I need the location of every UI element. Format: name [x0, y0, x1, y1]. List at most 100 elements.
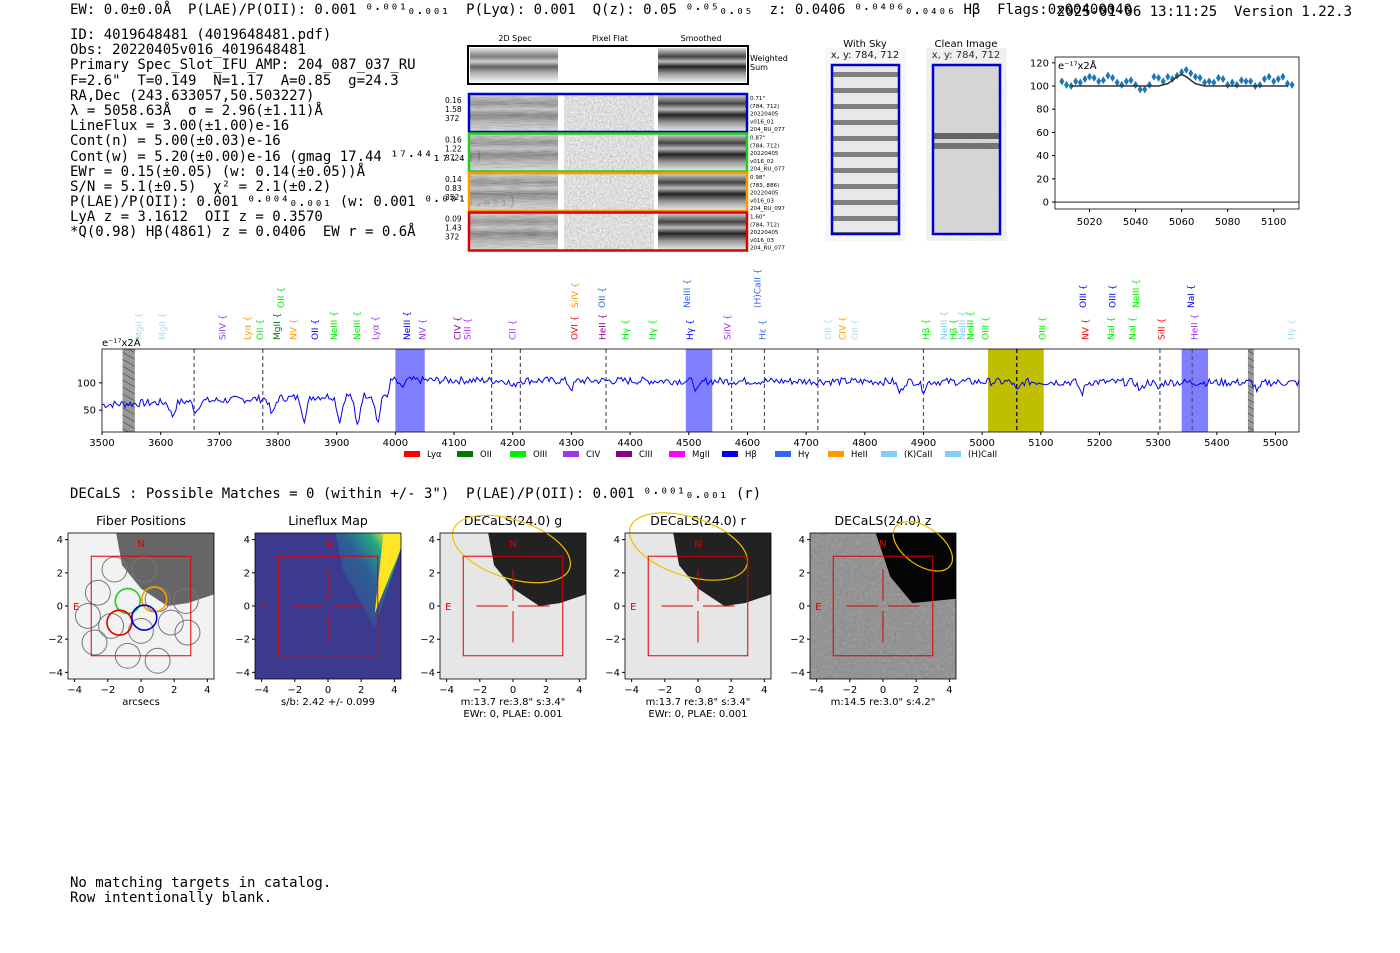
y-tick-label: 0: [429, 602, 435, 613]
data-point: [1160, 77, 1166, 86]
data-point: [1156, 73, 1162, 82]
line-label: CIV {: [838, 316, 848, 340]
row-right-label: 0.98": [750, 175, 765, 181]
row-right-label: v016_03: [750, 198, 774, 204]
y-tick-label: 50: [83, 406, 96, 417]
galaxy-ellipse: [892, 520, 954, 572]
svg-text:OIII {: OIII {: [1108, 284, 1118, 308]
legend-item: OII: [457, 450, 492, 460]
spec2d-cutouts: 2D Spec Pixel Flat Smoothed Weighted Sum…: [445, 34, 788, 252]
svg-text:OIII {: OIII {: [1039, 316, 1049, 340]
legend-item: HeII: [828, 450, 868, 460]
row-right-label: 20220405: [750, 230, 779, 236]
data-point: [1146, 80, 1152, 89]
svg-text:NaI {: NaI {: [1187, 285, 1197, 309]
info-line: ID: 4019648481 (4019648481.pdf): [70, 27, 332, 43]
east-label: E: [260, 602, 266, 613]
galaxy-ellipse: [628, 512, 749, 581]
smoothed-cell: [658, 173, 746, 211]
x-tick-label: −2: [657, 685, 672, 696]
svg-text:SiIV {: SiIV {: [571, 282, 581, 308]
data-point: [1243, 77, 1249, 86]
y-tick-label: 60: [1036, 128, 1049, 139]
image-panel: DECaLS(24.0) g N E −4 −4 −2 −2 0 0 2 2 4 4 m:13.7 re:…: [420, 513, 587, 720]
panel-xlabel: arcsecs: [122, 697, 160, 708]
data-point: [1174, 71, 1180, 80]
x-tick-label: 0: [325, 685, 331, 696]
y-tick-label: 100: [1030, 82, 1049, 93]
svg-text:Hγ {: Hγ {: [1287, 319, 1297, 340]
data-point: [1248, 77, 1254, 86]
info-line: Obs: 20220405v016_4019648481: [70, 42, 307, 59]
data-point: [1142, 85, 1148, 94]
svg-text:OVI {: OVI {: [570, 316, 580, 340]
svg-text:OIII {: OIII {: [982, 316, 992, 340]
x-tick-label: 4500: [676, 438, 701, 449]
data-point: [1257, 80, 1263, 89]
svg-text:Hγ: Hγ: [798, 450, 809, 460]
fiber-circle: [84, 579, 111, 606]
legend-item: Hβ: [722, 450, 757, 460]
svg-text:OIII: OIII: [533, 450, 547, 460]
data-point: [1151, 72, 1157, 81]
east-label: E: [73, 602, 79, 613]
svg-text:OII {: OII {: [277, 287, 287, 308]
line-label: OIII {: [1079, 284, 1089, 308]
line-label: OIII {: [1039, 316, 1049, 340]
masked-band: [122, 349, 135, 432]
svg-text:NV {: NV {: [289, 319, 299, 340]
image-panel: DECaLS(24.0) z N E −4 −4 −2 −2 0 0 2 2 4 4 m:14.5 re:…: [790, 513, 957, 708]
zoom-line-fit-chart: 0 20 40 60 80 100 120 5020 5040 5060 5080 5100 e⁻¹⁷x…: [1030, 56, 1300, 228]
data-point: [1266, 72, 1272, 81]
data-point: [1096, 77, 1102, 86]
svg-text:OII {: OII {: [851, 319, 861, 340]
info-line: *Q(0.98) Hβ(4861) z = 0.0406 EW r = 0.6Å: [70, 224, 416, 241]
row-left-label: 0.16: [445, 96, 462, 105]
row-left-label: 1.43: [445, 224, 462, 233]
col-title-smoothed: Smoothed: [681, 34, 722, 43]
y-tick-label: −4: [48, 668, 63, 679]
header-timestamp-version: 2025-01-06 13:11:25 Version 1.22.3: [1057, 4, 1353, 20]
row-left-label: 0.14: [445, 175, 462, 184]
line-label: Hβ {: [922, 319, 932, 340]
panel-title: DECaLS(24.0) g: [464, 513, 562, 528]
y-tick-label: −4: [420, 668, 435, 679]
y-tick-label: −2: [605, 635, 620, 646]
y-tick-label: −2: [420, 635, 435, 646]
aperture-box: [462, 555, 564, 657]
decals-title: DECaLS : Possible Matches = 0 (within +/…: [70, 486, 762, 502]
svg-text:Lyα: Lyα: [427, 450, 442, 460]
row-right-label: 20220405: [750, 112, 779, 118]
data-point: [1234, 80, 1240, 89]
fit-curve: [1071, 73, 1288, 87]
line-label: OII {: [311, 319, 321, 340]
fiber-circle-highlight: [106, 609, 133, 636]
y-tick-label: 0: [799, 602, 805, 613]
svg-text:NaI {: NaI {: [1128, 317, 1138, 341]
svg-text:Hε {: Hε {: [759, 320, 769, 340]
x-tick-label: 5020: [1077, 217, 1102, 228]
line-label: Hβ {: [949, 319, 959, 340]
x-tick-label: 3900: [324, 438, 349, 449]
x-tick-label: 4800: [852, 438, 877, 449]
y-tick-label: 4: [429, 535, 435, 546]
info-line: Cont(w) = 5.20(±0.00)e-16 (gmag 17.44 ¹⁷…: [70, 148, 484, 165]
y-tick-label: 80: [1036, 105, 1049, 116]
x-tick-label: 4400: [617, 438, 642, 449]
highlight-band: [685, 349, 713, 432]
svg-text:SiIV {: SiIV {: [218, 314, 228, 340]
line-label: SiII {: [1158, 318, 1168, 340]
col-title-pixelflat: Pixel Flat: [592, 34, 628, 43]
x-tick-label: 4600: [735, 438, 760, 449]
row-right-label: 1.60": [750, 215, 765, 221]
masked-band: [1247, 349, 1254, 432]
info-line: λ = 5058.63Å σ = 2.96(±1.11)Å: [70, 102, 323, 119]
zoom-axes-frame: [1054, 56, 1300, 210]
x-tick-label: −4: [439, 685, 454, 696]
svg-text:HeII: HeII: [851, 450, 868, 460]
line-label: SiIV {: [571, 282, 581, 308]
panel-xlabel: m:13.7 re:3.8" s:3.4": [646, 697, 751, 708]
x-tick-label: −4: [254, 685, 269, 696]
svg-text:NeIII {: NeIII {: [403, 311, 413, 340]
